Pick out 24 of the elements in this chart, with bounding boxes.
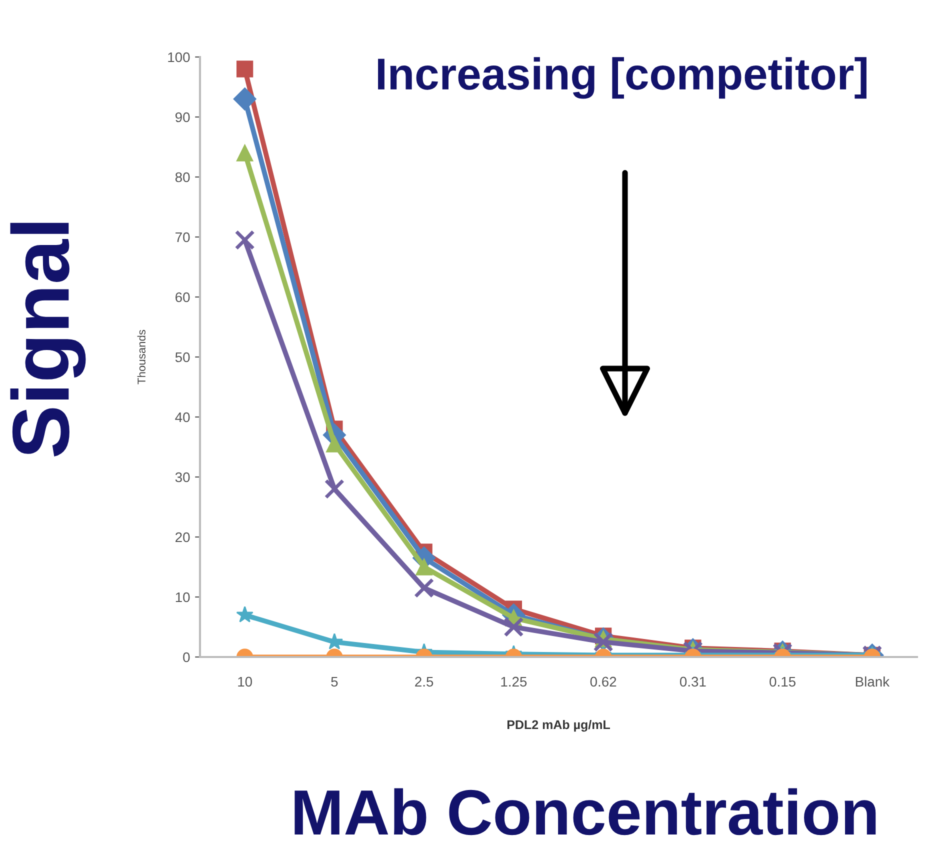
y-tick-label: 20 [176,532,190,542]
y-tick-label: 30 [175,472,190,482]
text: Signal [10,222,86,457]
x-tick-label: 0.15 [770,676,796,687]
x-tick-label: 0.62 [590,676,616,687]
x-tick-label: Blank [856,676,890,687]
y-tick-label: 60 [176,292,190,302]
y-axis-title: Thousands [137,330,146,384]
x-tick-label: 0.31 [680,676,706,687]
x-axis-title: PDL2 mAb µg/mL [507,720,610,732]
y-tick-label: 50 [175,352,190,362]
y-tick-label: 100 [168,52,190,62]
y-tick-label: 80 [175,172,190,182]
x-tick-label: 2.5 [415,676,434,687]
x-tick-label: 1.25 [501,676,527,687]
x-tick-label: 10 [238,676,252,687]
text: MAb Concentration [294,788,876,836]
y-tick-label: 0 [183,652,190,662]
y-tick-label: 90 [175,112,190,122]
annotation: Increasing [competitor] [378,57,866,99]
x-tick-label: 5 [331,676,338,687]
y-tick-label: 70 [176,232,190,242]
y-tick-label: 10 [176,592,190,602]
y-tick-label: 40 [175,412,190,422]
